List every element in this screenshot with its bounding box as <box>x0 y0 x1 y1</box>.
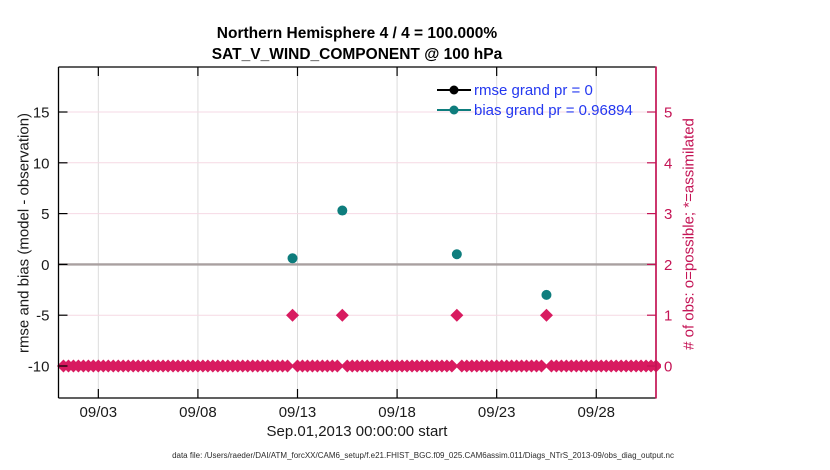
legend-item-rmse: rmse grand pr = 0 <box>437 80 633 100</box>
bias-marker <box>541 289 552 300</box>
legend-label: rmse grand pr = 0 <box>474 81 593 99</box>
obs-possible-diamond <box>330 359 344 373</box>
x-tick-label: 09/18 <box>378 404 416 421</box>
legend-item-bias: bias grand pr = 0.96894 <box>437 100 633 120</box>
obs-possible-diamond <box>539 308 553 322</box>
x-axis-label: Sep.01,2013 00:00:00 start <box>266 423 448 440</box>
bias-marker <box>287 253 298 264</box>
chart-title-line1: Northern Hemisphere 4 / 4 = 100.000% <box>216 25 498 42</box>
legend-line-sample <box>437 105 471 115</box>
y-right-tick-label: 5 <box>664 105 672 122</box>
obs-possible-diamond <box>281 359 295 373</box>
y-axis-label-left: rmse and bias (model - observation) <box>15 112 33 354</box>
legend-line-sample <box>437 85 471 95</box>
marker-group <box>56 205 661 373</box>
obs-possible-diamond <box>445 359 459 373</box>
x-tick-label: 09/28 <box>577 404 615 421</box>
y-right-tick-label: 0 <box>664 358 672 375</box>
y-axis-label-right: # of obs: o=possible; *=assimilated <box>680 118 698 350</box>
obs-possible-diamond <box>286 308 300 322</box>
y-right-tick-label: 4 <box>664 155 672 172</box>
chart-title-line2: SAT_V_WIND_COMPONENT @ 100 hPa <box>211 46 503 63</box>
obs-possible-diamond <box>335 308 349 322</box>
x-tick-label: 09/23 <box>478 404 516 421</box>
x-tick-label: 09/03 <box>80 404 118 421</box>
obs-possible-diamond <box>534 359 548 373</box>
y-left-tick-label: 10 <box>33 155 50 172</box>
y-left-tick-label: 0 <box>41 257 49 274</box>
x-tick-label: 09/13 <box>279 404 317 421</box>
bias-marker <box>337 205 348 216</box>
y-left-tick-label: -5 <box>36 308 49 325</box>
obs-possible-diamond <box>450 308 464 322</box>
y-left-tick-label: 5 <box>41 206 49 223</box>
legend: rmse grand pr = 0 bias grand pr = 0.9689… <box>437 80 633 120</box>
legend-label: bias grand pr = 0.96894 <box>474 101 633 119</box>
chart-title: Northern Hemisphere 4 / 4 = 100.000% SAT… <box>58 23 656 65</box>
y-right-tick-label: 2 <box>664 257 672 274</box>
legend-marker-dot <box>449 85 459 95</box>
y-left-tick-label: 15 <box>33 105 50 122</box>
bias-marker <box>451 249 462 260</box>
legend-marker-dot <box>449 105 459 115</box>
y-right-tick-label: 1 <box>664 308 672 325</box>
y-right-tick-label: 3 <box>664 206 672 223</box>
figure-caption: data file: /Users/raeder/DAI/ATM_forcXX/… <box>172 451 674 460</box>
x-tick-label: 09/08 <box>179 404 217 421</box>
y-left-tick-label: -10 <box>28 358 50 375</box>
